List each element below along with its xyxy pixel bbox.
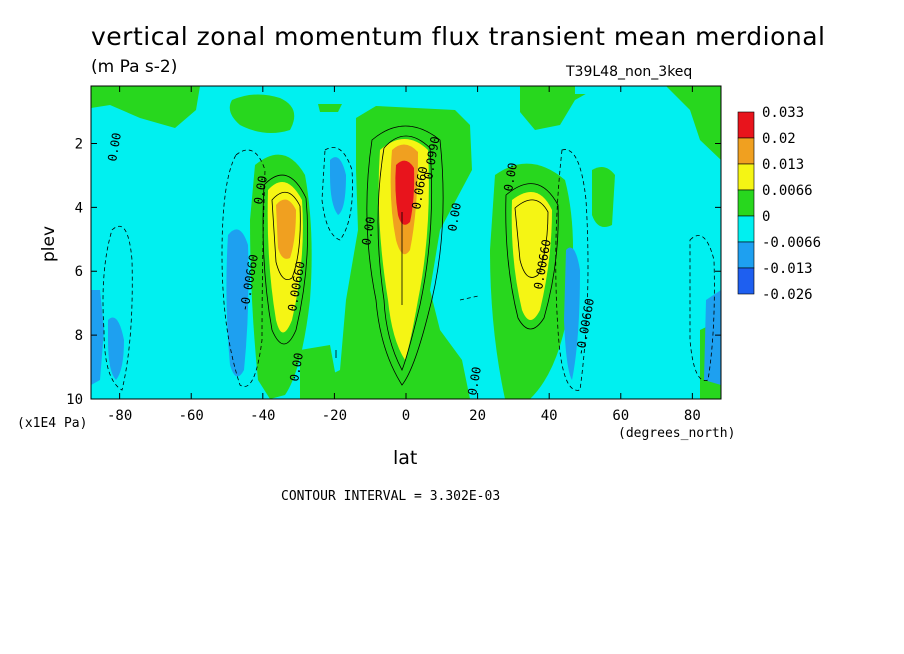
band-blue-left-edge (91, 290, 104, 385)
chart-units: (m Pa s-2) (91, 57, 178, 77)
band-green-small-right (592, 166, 615, 228)
contour-label: 0.00 (465, 366, 484, 397)
contour-interval: CONTOUR INTERVAL = 3.302E-03 (281, 489, 501, 504)
colorbar-label: 0 (762, 209, 770, 225)
colorbar-swatch (737, 215, 755, 243)
filled-contours (91, 86, 721, 399)
colorbar: 0.033 0.02 0.013 0.0066 0 -0.0066 -0.013 -0.026 (737, 105, 821, 303)
x-tick-label: 20 (469, 408, 486, 424)
band-blue-upper (330, 157, 346, 215)
band-blue-right-edge (704, 290, 721, 385)
y-axis-factor: (x1E4 Pa) (17, 416, 88, 431)
y-tick-label: 10 (66, 392, 83, 408)
colorbar-label: 0.033 (762, 105, 804, 121)
band-green-top-right (520, 86, 721, 160)
colorbar-swatch (737, 189, 755, 217)
x-tick-label: 60 (612, 408, 629, 424)
colorbar-label: 0.0066 (762, 183, 813, 199)
colorbar-swatch (737, 137, 755, 165)
x-tick-label: -60 (179, 408, 204, 424)
contour-label: 0.00 (501, 162, 520, 193)
contour-label: 0.00 (359, 216, 378, 247)
band-orange-left (276, 199, 296, 259)
x-axis-label: lat (393, 447, 418, 469)
colorbar-label: -0.013 (762, 261, 813, 277)
y-tick-label: 2 (75, 136, 83, 152)
y-tick-label: 6 (75, 264, 83, 280)
x-axis: -80 -60 -40 -20 0 20 40 60 80 (107, 86, 701, 424)
y-tick-label: 8 (75, 328, 83, 344)
x-tick-label: 80 (684, 408, 701, 424)
y-axis: 2 4 6 8 10 (66, 136, 721, 408)
band-blue-left-mid (226, 229, 249, 377)
band-cyan-top-right-hole (575, 86, 665, 94)
colorbar-swatch (737, 111, 755, 139)
band-blue-right-mid (564, 247, 580, 380)
x-tick-label: 40 (541, 408, 558, 424)
band-green-bottom (300, 345, 340, 399)
y-axis-label: plev (39, 226, 59, 262)
band-green-top-a (229, 94, 295, 134)
colorbar-swatch (737, 267, 755, 295)
colorbar-label: 0.02 (762, 131, 796, 147)
contour-lines (262, 125, 559, 386)
colorbar-swatch (737, 241, 755, 269)
negative-contour-lines (102, 147, 715, 391)
contour-label: 0.00 (287, 352, 306, 383)
chart-title: vertical zonal momentum flux transient m… (91, 22, 826, 51)
colorbar-label: -0.0066 (762, 235, 821, 251)
x-axis-units: (degrees_north) (618, 426, 736, 441)
band-yellow-right (511, 192, 552, 320)
dataset-label: T39L48_non_3keq (566, 64, 693, 80)
colorbar-label: 0.013 (762, 157, 804, 173)
contour-label: 0.00 (251, 175, 270, 206)
contour-label: 0.00 (445, 202, 464, 233)
x-tick-label: -20 (322, 408, 347, 424)
colorbar-label: -0.026 (762, 287, 813, 303)
y-tick-label: 4 (75, 200, 83, 216)
band-green-top-b (318, 104, 342, 112)
contour-label: 0.00 (105, 132, 124, 163)
x-tick-label: -80 (107, 408, 132, 424)
x-tick-label: 0 (402, 408, 410, 424)
band-red-center (395, 160, 415, 225)
band-green-top-left (91, 86, 200, 128)
band-blue-left-b (108, 317, 124, 380)
x-tick-label: -40 (250, 408, 275, 424)
colorbar-swatch (737, 163, 755, 191)
